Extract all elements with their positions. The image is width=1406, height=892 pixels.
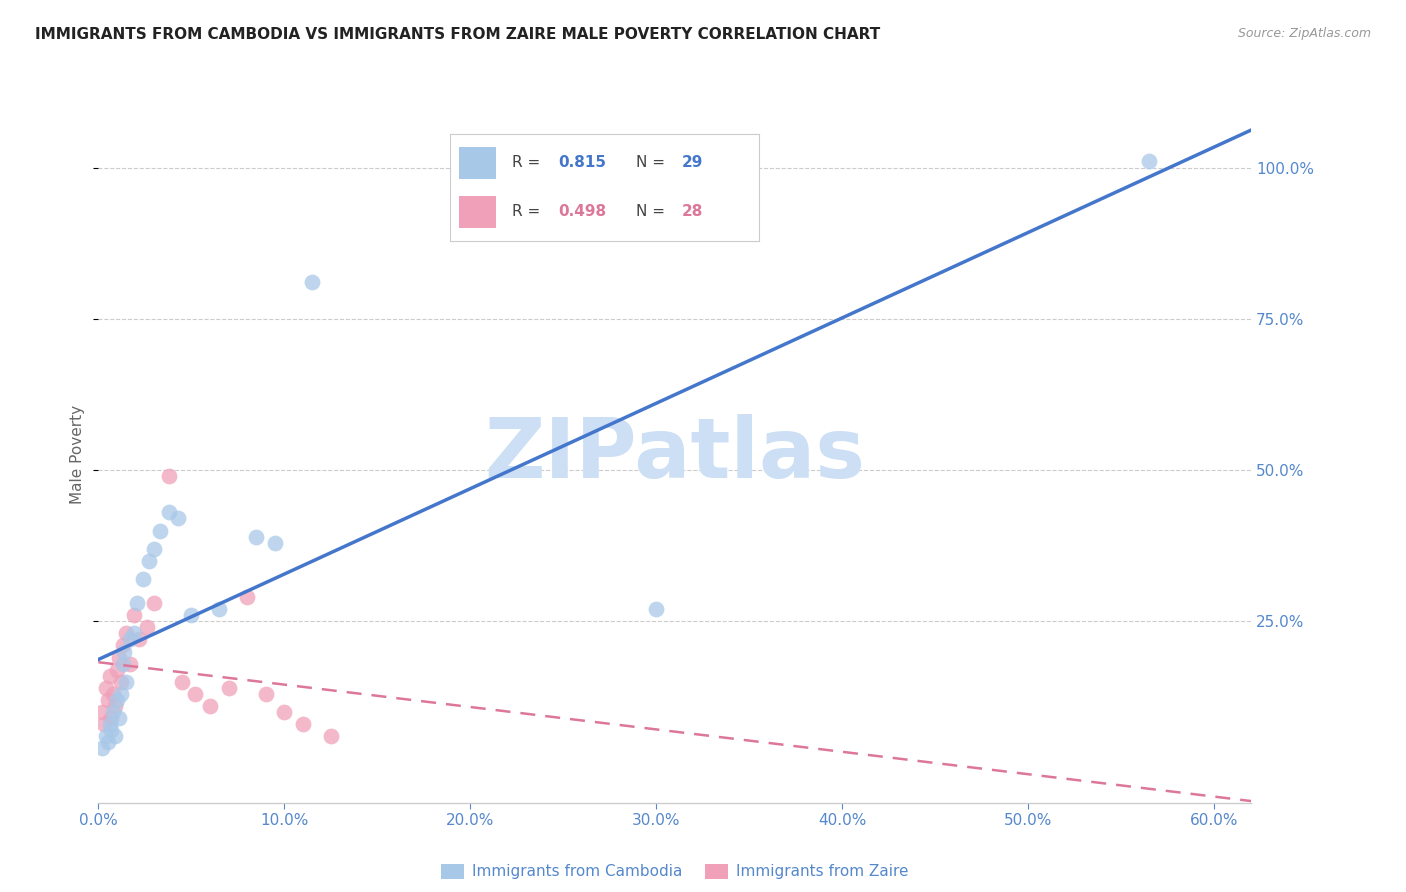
Text: N =: N =	[636, 204, 669, 219]
Text: R =: R =	[512, 155, 546, 170]
Point	[184, 687, 207, 701]
Text: 0.815: 0.815	[558, 155, 606, 170]
Point	[645, 602, 668, 616]
Text: 0.498: 0.498	[558, 204, 606, 219]
Point	[115, 674, 138, 689]
Point	[198, 698, 221, 713]
Text: Source: ZipAtlas.com: Source: ZipAtlas.com	[1237, 27, 1371, 40]
Point	[98, 717, 121, 731]
Point	[254, 687, 277, 701]
Point	[128, 632, 150, 647]
Point	[122, 608, 145, 623]
Point	[236, 590, 259, 604]
Point	[104, 729, 127, 743]
Point	[122, 626, 145, 640]
Point	[97, 693, 120, 707]
Point	[98, 669, 121, 683]
Point	[180, 608, 202, 623]
Point	[208, 602, 231, 616]
Point	[172, 674, 194, 689]
Point	[108, 650, 131, 665]
Point	[301, 276, 323, 290]
Point	[104, 698, 127, 713]
Point	[103, 705, 125, 719]
Point	[291, 717, 314, 731]
Point	[273, 705, 295, 719]
Point	[94, 729, 117, 743]
Point	[264, 535, 287, 549]
Point	[245, 530, 267, 544]
Point	[157, 505, 180, 519]
Point	[143, 541, 166, 556]
Point	[127, 596, 149, 610]
Point	[143, 596, 166, 610]
Point	[149, 524, 172, 538]
Point	[100, 723, 122, 738]
Point	[111, 657, 134, 671]
Y-axis label: Male Poverty: Male Poverty	[70, 405, 86, 505]
Point	[100, 711, 122, 725]
Point	[108, 711, 131, 725]
Text: R =: R =	[512, 204, 546, 219]
Text: 29: 29	[682, 155, 703, 170]
Point	[94, 681, 117, 695]
Text: IMMIGRANTS FROM CAMBODIA VS IMMIGRANTS FROM ZAIRE MALE POVERTY CORRELATION CHART: IMMIGRANTS FROM CAMBODIA VS IMMIGRANTS F…	[35, 27, 880, 42]
Point	[110, 674, 132, 689]
Point	[118, 657, 141, 671]
Text: 28: 28	[682, 204, 703, 219]
Point	[97, 735, 120, 749]
FancyBboxPatch shape	[460, 196, 496, 228]
Point	[138, 554, 160, 568]
Point	[167, 511, 190, 525]
Text: N =: N =	[636, 155, 669, 170]
Point	[111, 639, 134, 653]
Point	[91, 741, 114, 756]
Legend: Immigrants from Cambodia, Immigrants from Zaire: Immigrants from Cambodia, Immigrants fro…	[436, 857, 914, 886]
Point	[1137, 154, 1160, 169]
Point	[118, 632, 141, 647]
Point	[218, 681, 240, 695]
FancyBboxPatch shape	[460, 146, 496, 178]
Point	[91, 705, 114, 719]
Point	[103, 687, 125, 701]
Point	[132, 572, 155, 586]
Point	[93, 717, 115, 731]
Point	[114, 644, 136, 658]
Point	[105, 663, 128, 677]
Point	[157, 469, 180, 483]
Point	[105, 693, 128, 707]
Point	[115, 626, 138, 640]
Point	[319, 729, 342, 743]
Text: ZIPatlas: ZIPatlas	[485, 415, 865, 495]
Point	[135, 620, 157, 634]
Point	[110, 687, 132, 701]
